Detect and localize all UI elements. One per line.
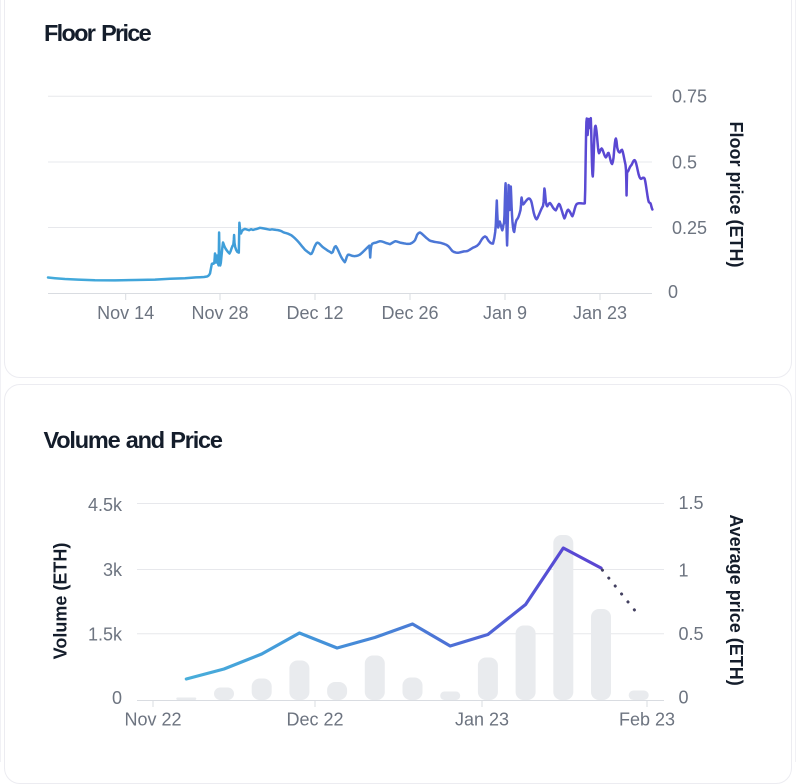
svg-text:Average price (ETH): Average price (ETH) <box>726 514 746 685</box>
svg-text:3k: 3k <box>103 560 123 580</box>
svg-text:Jan 23: Jan 23 <box>455 709 509 729</box>
svg-text:Dec 12: Dec 12 <box>286 303 343 323</box>
svg-text:1.5: 1.5 <box>679 493 704 513</box>
svg-text:1.5k: 1.5k <box>88 625 123 645</box>
svg-text:Nov 14: Nov 14 <box>97 303 154 323</box>
svg-text:0.5: 0.5 <box>672 152 697 172</box>
svg-text:Nov 22: Nov 22 <box>124 709 181 729</box>
svg-text:Volume (ETH): Volume (ETH) <box>51 543 71 660</box>
svg-text:Jan 9: Jan 9 <box>483 303 527 323</box>
svg-text:Dec 22: Dec 22 <box>286 709 343 729</box>
svg-text:0: 0 <box>668 282 678 302</box>
svg-text:0.25: 0.25 <box>672 218 707 238</box>
svg-text:4.5k: 4.5k <box>88 495 123 515</box>
svg-text:0.5: 0.5 <box>679 624 704 644</box>
svg-text:0: 0 <box>679 687 689 707</box>
svg-text:1: 1 <box>679 560 689 580</box>
svg-text:Dec 26: Dec 26 <box>381 303 438 323</box>
svg-text:0.75: 0.75 <box>672 87 707 107</box>
svg-text:Feb 23: Feb 23 <box>619 709 675 729</box>
svg-text:Nov 28: Nov 28 <box>191 303 248 323</box>
svg-text:0: 0 <box>112 688 122 708</box>
svg-text:Jan 23: Jan 23 <box>573 303 627 323</box>
svg-text:Floor price (ETH): Floor price (ETH) <box>726 121 746 267</box>
